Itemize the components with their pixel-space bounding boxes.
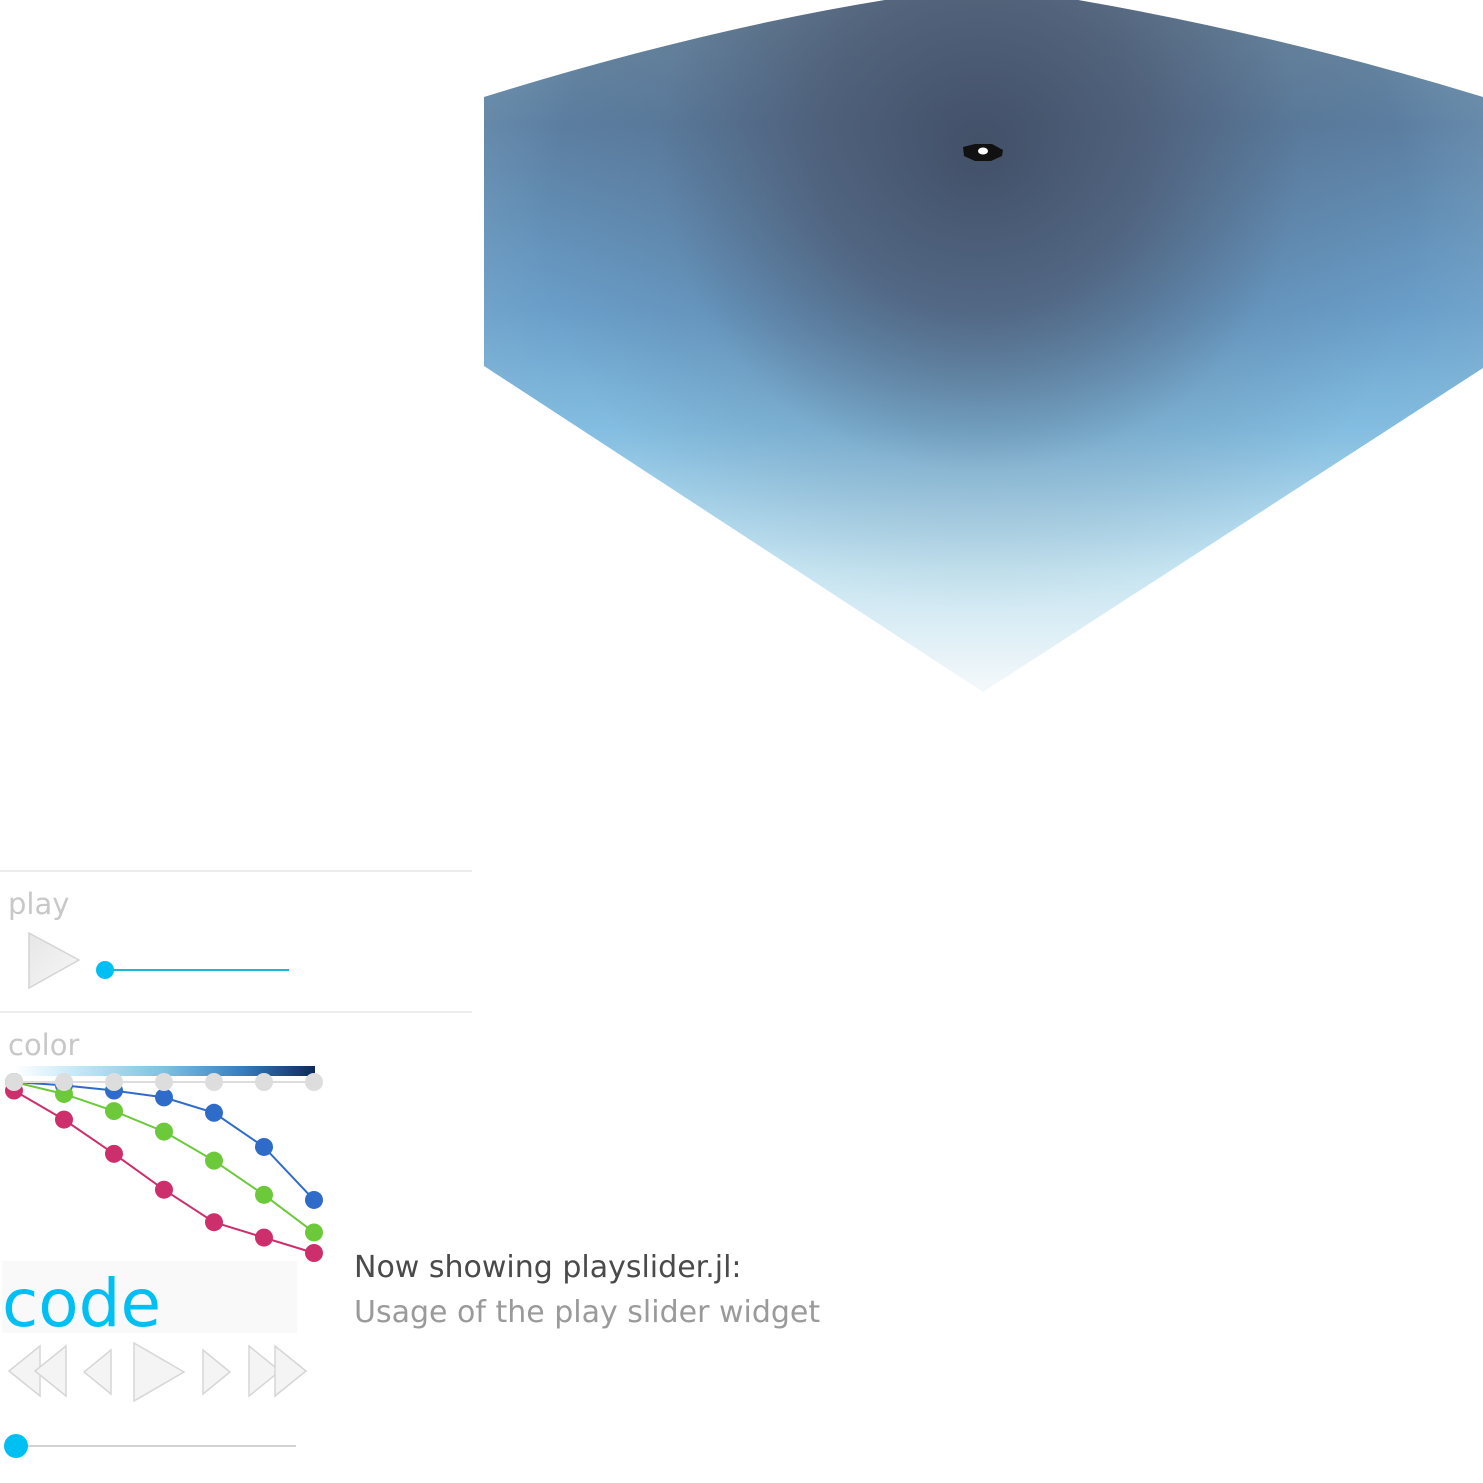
colormap-control-point[interactable] xyxy=(305,1223,323,1242)
colormap-control-point[interactable] xyxy=(255,1228,273,1247)
colormap-control-point[interactable] xyxy=(155,1180,173,1199)
section-divider xyxy=(0,870,472,872)
frame-slider-thumb xyxy=(4,1434,28,1458)
code-label[interactable]: code xyxy=(2,1265,162,1342)
transport-controls xyxy=(0,1338,320,1404)
play-icon[interactable] xyxy=(131,1340,187,1404)
now-showing-title: Now showing playslider.jl: xyxy=(354,1250,742,1285)
colormap-control-point[interactable] xyxy=(305,1073,323,1091)
colormap-control-point[interactable] xyxy=(105,1102,123,1121)
colormap-control-point[interactable] xyxy=(205,1151,223,1170)
colormap-control-point[interactable] xyxy=(155,1073,173,1091)
colormap-control-point[interactable] xyxy=(205,1073,223,1091)
colormap-control-point[interactable] xyxy=(255,1185,273,1204)
now-showing-description: Usage of the play slider widget xyxy=(354,1295,821,1330)
3d-viewport[interactable] xyxy=(480,0,1483,700)
volume-cube xyxy=(484,0,1483,692)
colormap-control-point[interactable] xyxy=(105,1073,123,1091)
colormap-bar xyxy=(14,1066,315,1076)
skip-to-end-icon[interactable] xyxy=(246,1344,310,1398)
skip-to-start-icon[interactable] xyxy=(6,1344,70,1398)
color-section-label: color xyxy=(8,1028,80,1062)
colormap-editor[interactable] xyxy=(0,1062,330,1262)
section-divider xyxy=(0,1011,472,1013)
play-slider[interactable] xyxy=(92,958,292,982)
colormap-control-point[interactable] xyxy=(155,1088,173,1107)
play-slider-thumb xyxy=(96,961,114,979)
play-button[interactable] xyxy=(26,930,82,990)
colormap-control-point[interactable] xyxy=(55,1073,73,1091)
colormap-control-point[interactable] xyxy=(205,1213,223,1232)
camera-target-icon[interactable] xyxy=(963,144,1003,161)
code-box[interactable] xyxy=(2,1261,297,1333)
step-back-icon[interactable] xyxy=(82,1348,114,1396)
frame-slider[interactable] xyxy=(0,1430,300,1462)
step-forward-icon[interactable] xyxy=(200,1348,232,1396)
play-icon xyxy=(28,931,81,990)
colormap-control-point[interactable] xyxy=(5,1073,23,1091)
colormap-control-point[interactable] xyxy=(255,1073,273,1091)
colormap-control-point[interactable] xyxy=(155,1122,173,1141)
play-section-label: play xyxy=(8,887,70,921)
colormap-control-point[interactable] xyxy=(205,1103,223,1122)
colormap-control-point[interactable] xyxy=(55,1110,73,1129)
colormap-control-point[interactable] xyxy=(105,1144,123,1163)
colormap-control-point[interactable] xyxy=(305,1244,323,1262)
colormap-control-point[interactable] xyxy=(305,1190,323,1209)
colormap-control-point[interactable] xyxy=(255,1137,273,1156)
